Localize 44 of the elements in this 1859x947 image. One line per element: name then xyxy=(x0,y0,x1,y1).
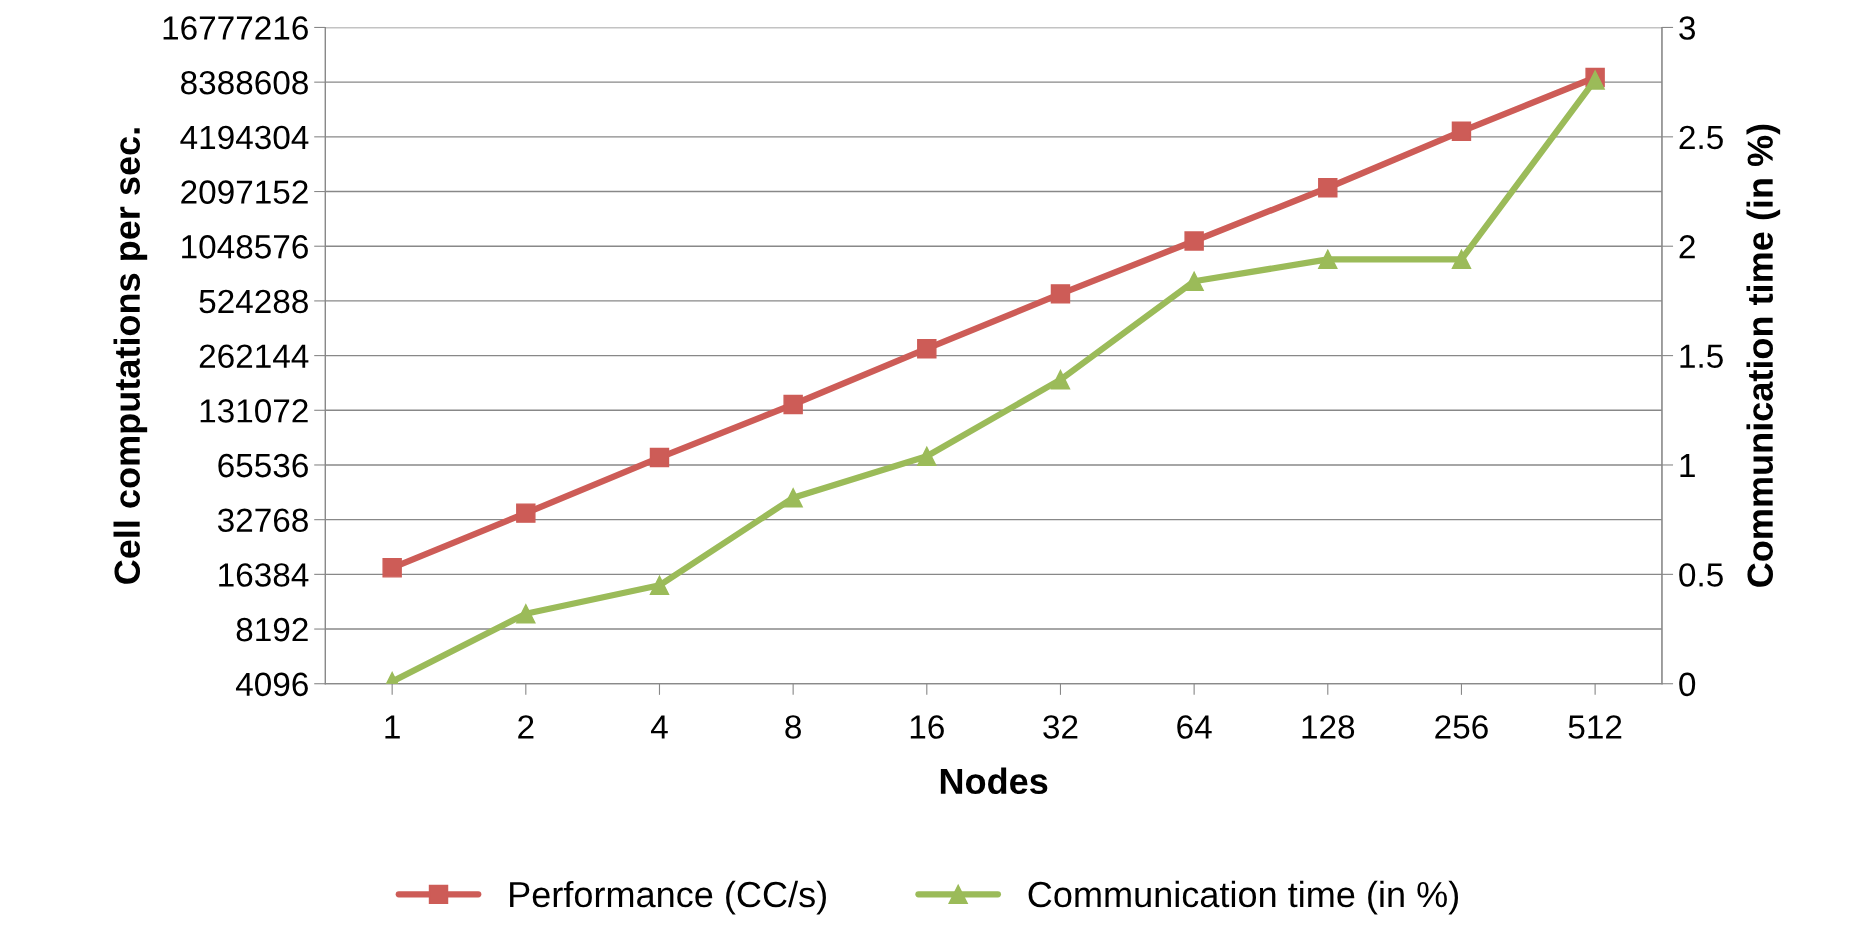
y-tick-label: 65536 xyxy=(218,453,308,478)
point xyxy=(1184,231,1204,251)
x-axis-title: Nodes xyxy=(940,767,1048,795)
y2-tick-label: 3 xyxy=(1679,16,1695,40)
x-tick-label: 64 xyxy=(1177,715,1212,739)
y-tick-label: 2097152 xyxy=(181,180,308,204)
y-tick-label: 4194304 xyxy=(180,125,309,150)
y-tick-label: 8388608 xyxy=(181,70,308,95)
point xyxy=(1318,178,1338,198)
x-tick-label: 1 xyxy=(385,715,400,739)
y2-tick-label: 2.5 xyxy=(1679,125,1723,150)
y2-axis-title: Communication time (in %) xyxy=(1746,124,1781,587)
y-tick-label: 1048576 xyxy=(182,235,308,259)
y2-tick-label: 1 xyxy=(1680,454,1695,478)
point xyxy=(1451,121,1472,142)
legend-label: Communication time (in %) xyxy=(1028,880,1458,915)
y-tick-label: 262144 xyxy=(199,344,309,368)
x-tick-label: 32 xyxy=(1043,715,1078,739)
y2-tick-label: 0.5 xyxy=(1679,563,1723,587)
y-tick-label: 32768 xyxy=(217,508,308,533)
y-tick-label: 16384 xyxy=(219,563,309,587)
point xyxy=(516,503,536,523)
point xyxy=(649,447,670,468)
legend-label: Performance (CC/s) xyxy=(510,880,826,915)
x-tick-label: 8 xyxy=(785,715,801,739)
point xyxy=(783,394,803,415)
y-tick-label: 4096 xyxy=(235,672,308,697)
y-tick-label: 16777216 xyxy=(163,16,308,40)
y-tick-label: 8192 xyxy=(236,617,308,642)
y-tick-label: 131072 xyxy=(200,399,308,423)
point xyxy=(917,339,937,359)
point xyxy=(382,558,402,578)
x-tick-label: 16 xyxy=(910,715,944,739)
point xyxy=(1050,284,1071,304)
y2-tick-label: 1.5 xyxy=(1680,344,1723,368)
y-axis-title: Cell computations per sec. xyxy=(113,128,148,584)
x-tick-label: 128 xyxy=(1302,715,1355,739)
x-tick-label: 2 xyxy=(518,715,534,739)
x-tick-label: 256 xyxy=(1435,715,1488,739)
y2-tick-label: 2 xyxy=(1679,235,1695,259)
y2-tick-label: 0 xyxy=(1679,672,1696,697)
x-tick-label: 512 xyxy=(1568,715,1622,739)
y-tick-label: 524288 xyxy=(199,289,308,314)
x-tick-label: 4 xyxy=(650,715,668,739)
